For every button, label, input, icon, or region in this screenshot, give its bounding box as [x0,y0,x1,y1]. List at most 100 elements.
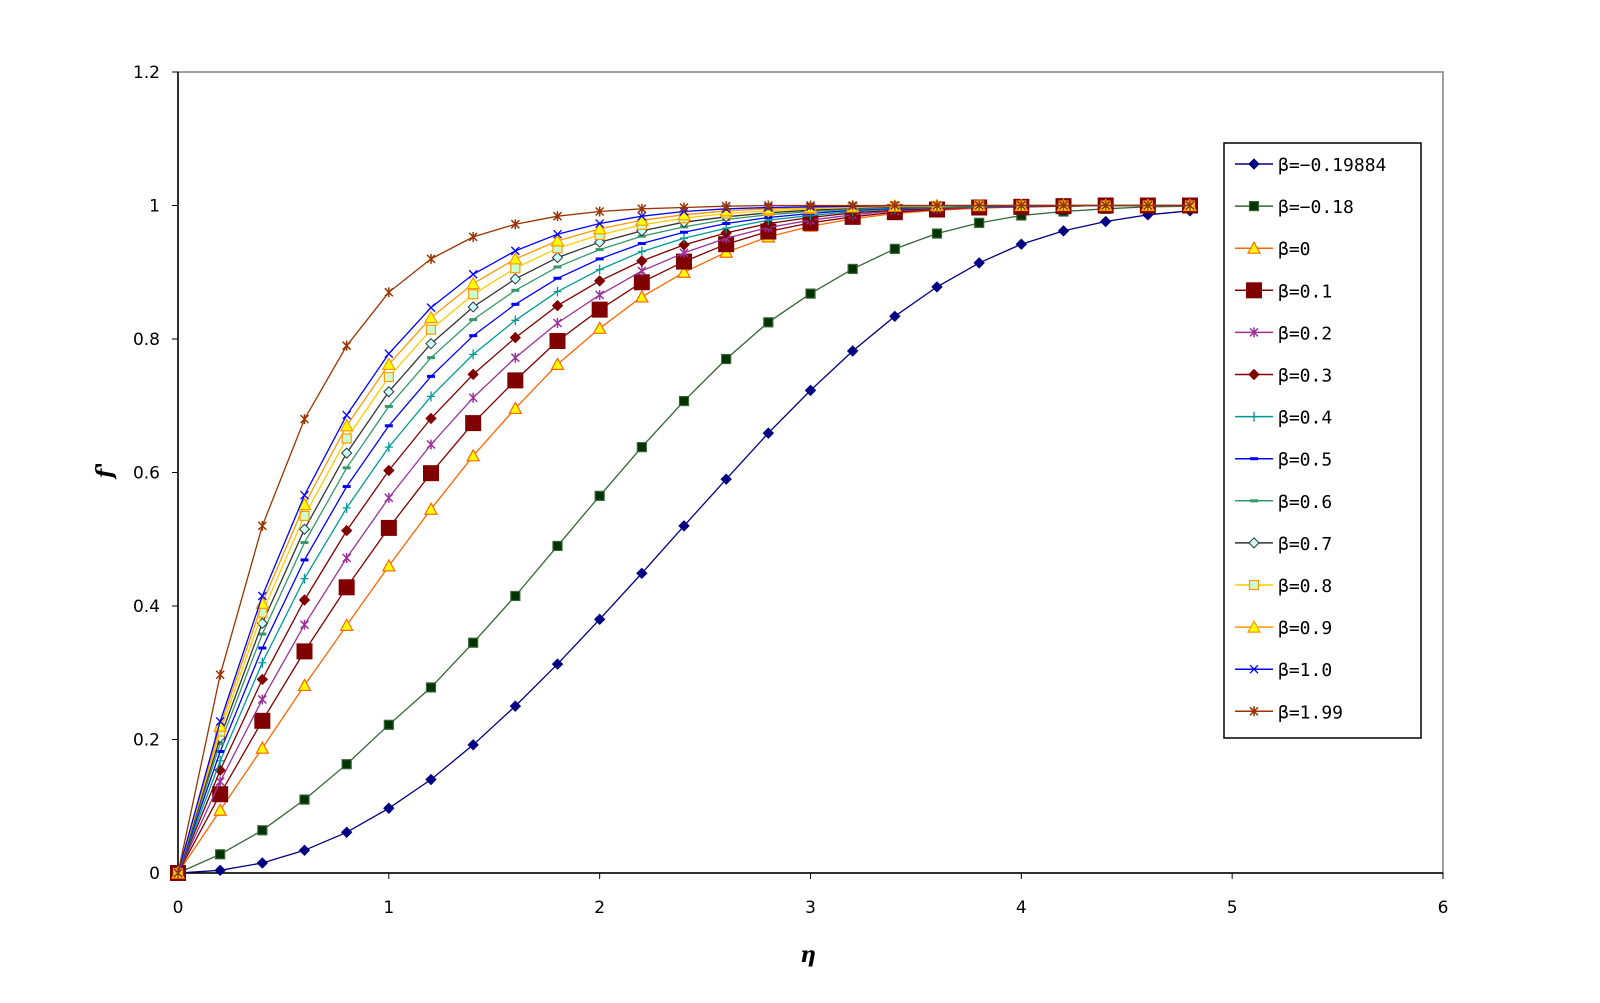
data-point [425,337,437,350]
data-point [676,264,692,278]
data-point [1016,200,1026,211]
data-point [763,317,774,328]
data-point [637,211,647,221]
data-point [509,331,522,344]
legend-marker [1250,499,1258,503]
data-point [633,274,650,291]
data-point [384,349,394,359]
legend-marker [1249,327,1259,338]
data-point [469,318,478,322]
data-point [425,773,437,786]
data-point [932,200,942,211]
data-point [299,794,310,805]
data-point [680,233,688,244]
data-point [468,392,478,403]
data-point [383,802,395,814]
data-point [384,492,394,503]
data-point [465,415,482,432]
data-point [974,200,984,211]
data-point [423,465,439,482]
data-point [215,669,225,680]
data-point [384,287,394,298]
data-point [509,273,522,285]
x-tick-label: 3 [805,898,816,918]
x-tick-label: 5 [1227,898,1238,918]
data-point [215,776,225,787]
legend-marker [1248,368,1260,381]
series-0 [172,205,1196,879]
data-point [595,264,604,275]
data-point [678,239,690,251]
data-point [339,418,354,432]
data-point [1015,238,1028,250]
legend-marker [1246,282,1262,299]
data-point [300,558,309,562]
data-point [340,826,353,838]
data-point [258,657,267,668]
data-point [595,219,605,228]
legend-label: β=0.6 [1278,492,1332,513]
data-point [1057,225,1070,237]
data-point [339,618,354,631]
data-point [381,558,396,572]
data-point [847,263,858,275]
data-point [427,374,435,378]
legend-entry: β=0.4 [1235,408,1332,429]
data-point [1058,200,1069,211]
data-point [341,433,352,444]
data-point [550,233,565,247]
data-point [848,200,858,211]
data-point [511,315,520,326]
data-point [425,324,437,335]
data-point [427,391,435,402]
data-point [299,414,310,425]
data-point [425,682,437,693]
legend-marker [1248,158,1260,170]
legend-marker [1250,457,1258,461]
legend-entry: β=0.5 [1235,450,1332,471]
data-point [551,299,564,312]
x-axis-label: η [800,942,816,968]
data-point [383,464,395,477]
data-point [257,591,267,601]
data-point [510,219,520,230]
data-point [300,573,309,584]
data-point [342,502,351,513]
legend-entry: β=0.9 [1235,618,1332,639]
data-point [805,200,816,211]
data-point [594,490,605,501]
data-point [467,739,479,751]
data-point [468,269,478,279]
data-point [511,302,520,306]
data-point [508,401,523,415]
data-point [636,567,648,579]
data-point [257,825,268,836]
data-point [595,257,604,261]
series-group [170,197,1198,881]
legend-entry: β=−0.19884 [1235,155,1386,176]
legend-marker [1249,664,1259,674]
y-tick-label: 1 [149,197,160,217]
data-point [427,356,435,360]
legend-entry: β=1.99 [1235,702,1343,723]
data-point [213,803,228,816]
data-point [468,231,478,242]
data-point [931,228,943,239]
data-point [469,334,478,338]
data-point [383,386,395,398]
data-point [636,442,647,453]
data-point [216,742,225,746]
legend-marker [1248,201,1260,212]
legend-marker [1248,537,1260,549]
x-tick-label: 2 [594,898,605,918]
data-point [510,246,520,256]
data-point [381,357,396,370]
legend-entry: β=−0.18 [1235,197,1354,218]
legend-entry: β=0.8 [1235,576,1332,597]
legend-box [1223,142,1422,739]
data-point [215,717,225,726]
data-point [342,552,352,563]
data-point [763,200,773,211]
data-point [722,222,731,226]
data-point [466,448,481,462]
